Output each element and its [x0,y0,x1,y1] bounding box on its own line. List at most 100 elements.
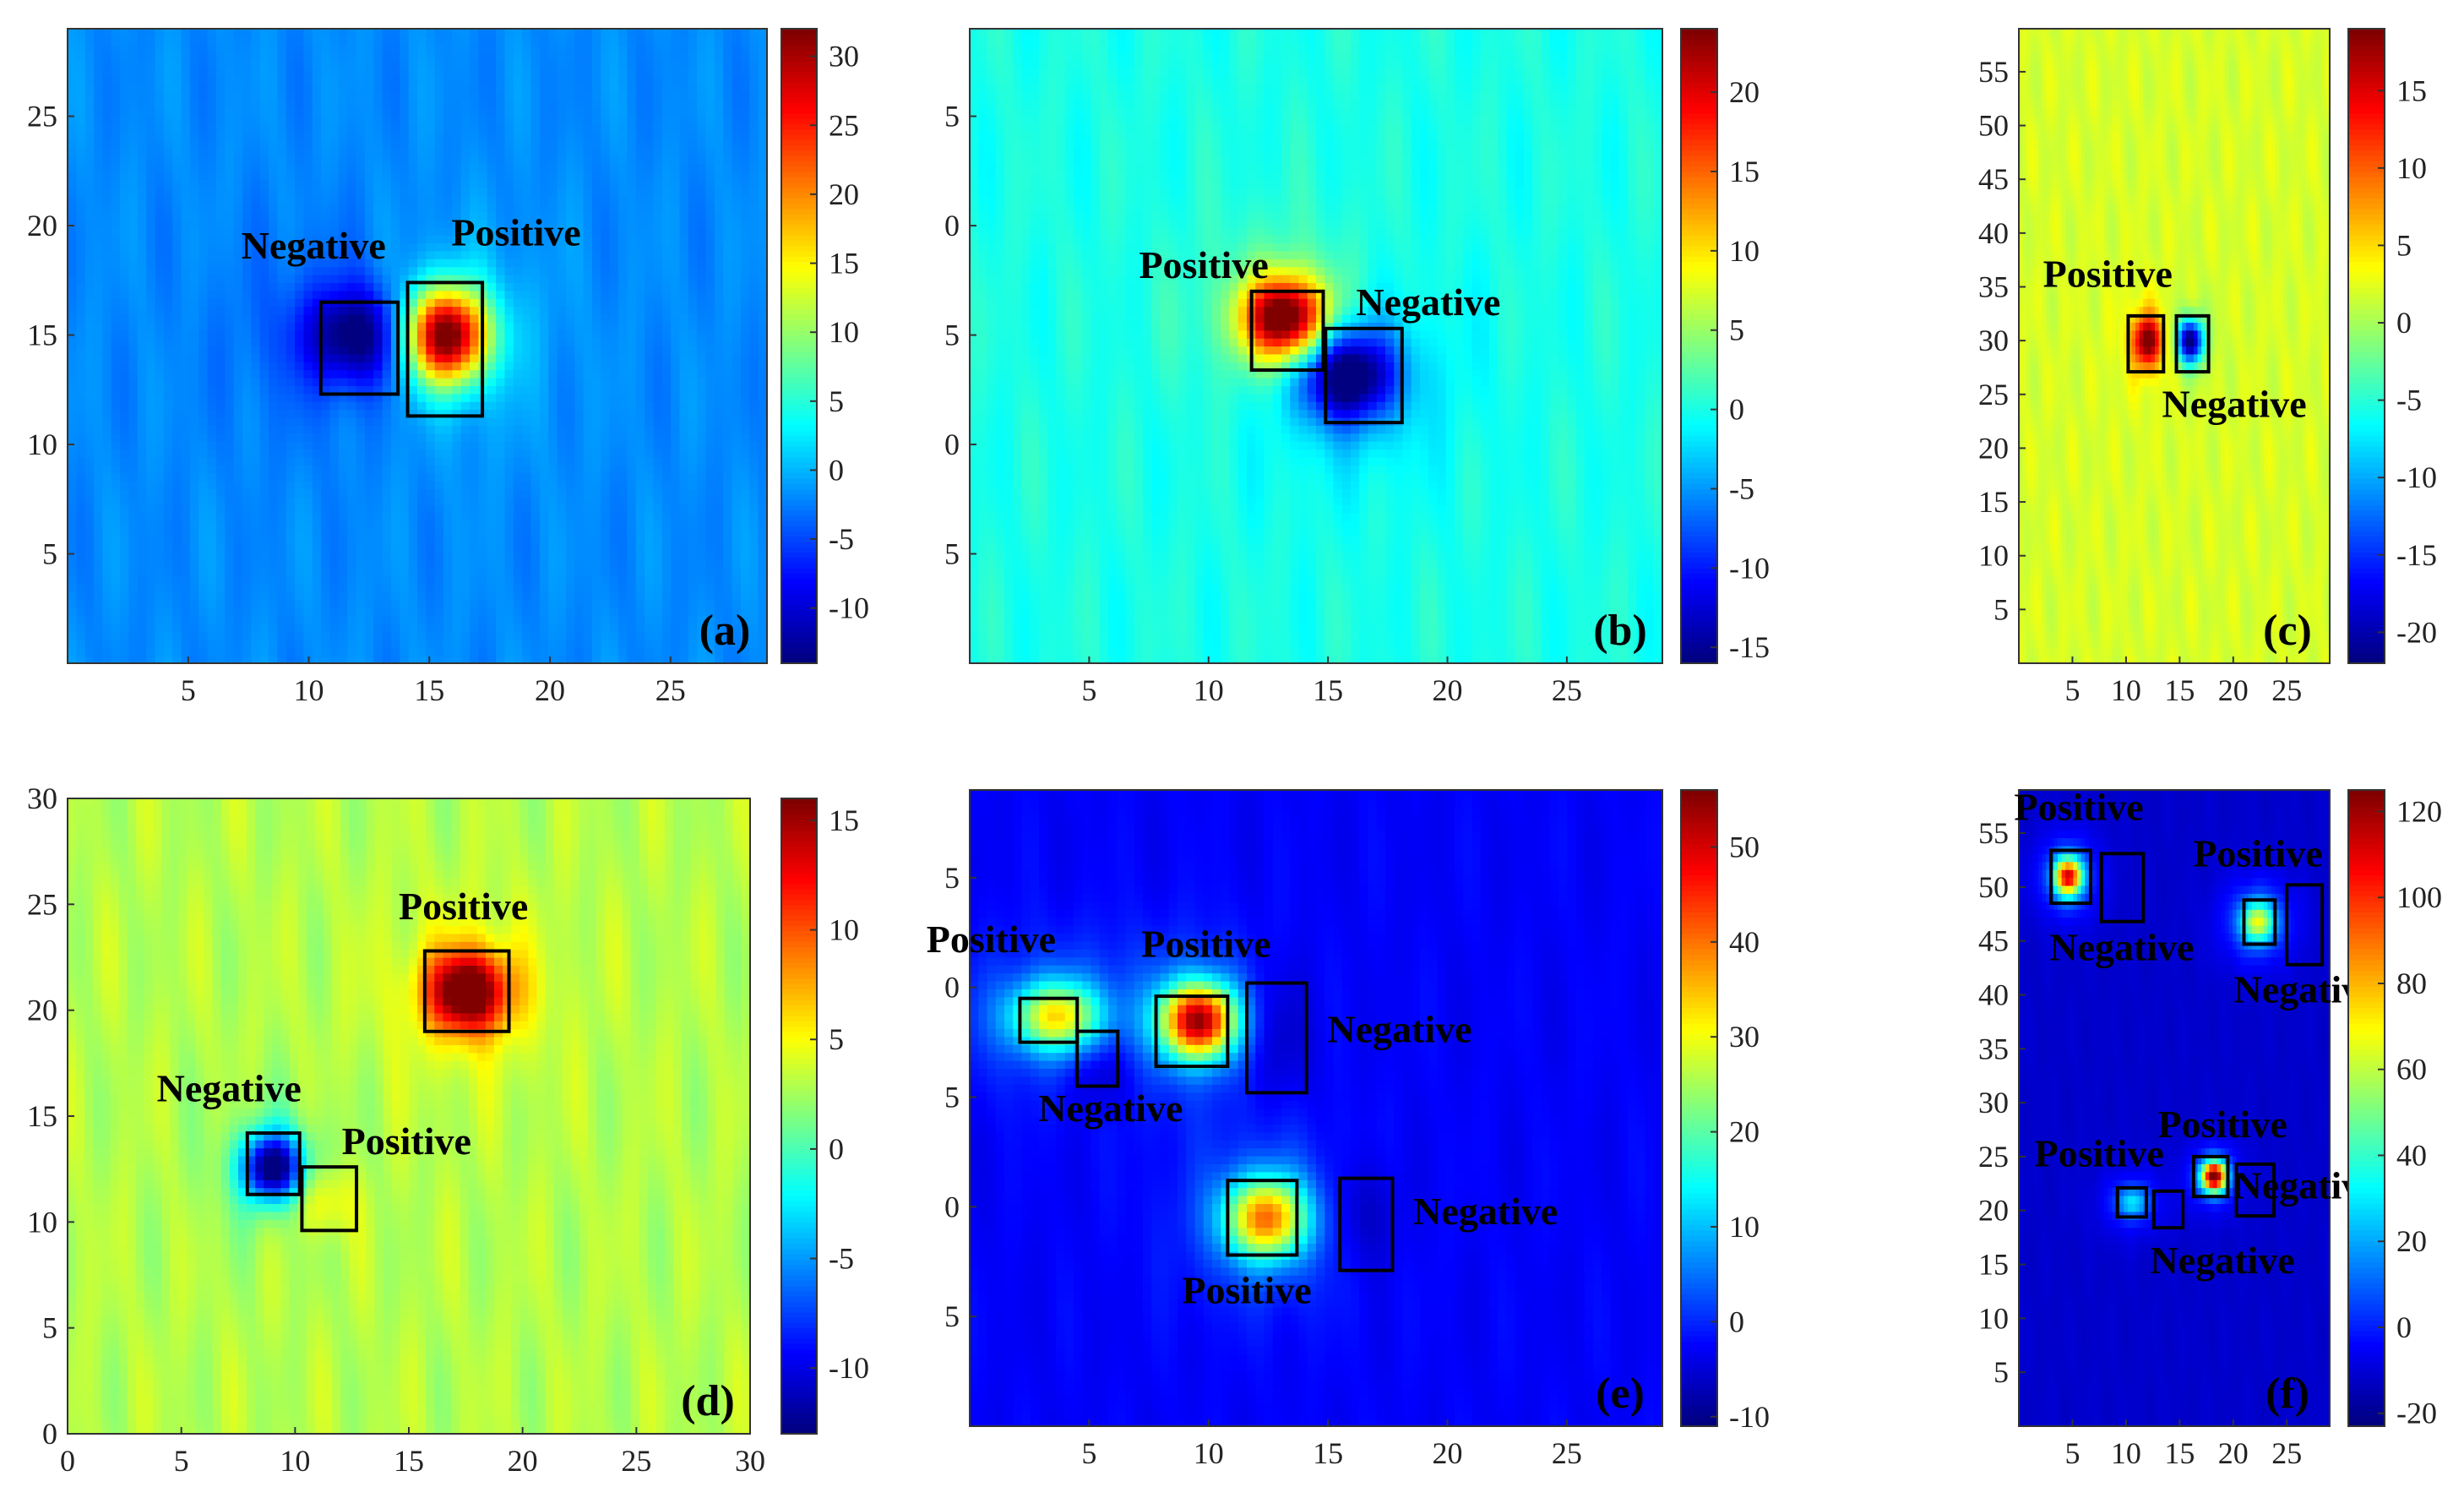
x-tick-label: 20 [2218,1436,2249,1470]
colorbar-tick-label: 5 [1729,313,1744,347]
colorbar: -20 0 20 40 60 80 100 120 [2347,789,2442,1430]
colorbar-tick-label: 5 [2396,228,2412,262]
y-tick-label: 25 [27,887,57,921]
colorbar-tick-label: -20 [2396,1397,2437,1430]
anomaly-label: Positive [2157,1103,2287,1146]
x-tick-label: 15 [1313,673,1343,707]
plot-frame [2018,28,2331,664]
anomaly-box [2115,1185,2149,1219]
y-tick-label: 20 [27,209,57,242]
colorbar: -15 -10 -5 0 5 10 15 20 [1680,28,1770,664]
y-tick-label: 20 [27,994,57,1027]
anomaly-label: Positive [1182,1269,1311,1312]
colorbar-tick-label: 100 [2396,880,2442,914]
y-tick-label: 0 [944,209,960,242]
colorbar-tick-label: 20 [2396,1224,2427,1258]
x-tick-label: 5 [174,1444,189,1478]
x-tick-label: 5 [2064,673,2080,707]
y-tick-label: 45 [1978,924,2009,958]
anomaly-label: Negative [1356,281,1500,324]
x-tick-label: 15 [2164,1436,2195,1470]
colorbar-tick-label: 15 [829,803,859,837]
colorbar-tick-label: 80 [2396,967,2427,1000]
colorbar-tick-label: 60 [2396,1053,2427,1087]
plot-frame [969,28,1663,664]
anomaly-label: Negative [2162,383,2306,426]
y-tick-label: 0 [944,1190,960,1223]
y-tick-label: 20 [1978,1194,2009,1228]
panel-label: (e) [1596,1370,1645,1418]
colorbar-tick-label: 0 [2396,1310,2412,1344]
anomaly-label: Negative [1038,1087,1183,1130]
y-tick-label: 5 [944,537,960,571]
anomaly-box [2049,848,2093,906]
colorbar-tick-label: 5 [829,1022,844,1056]
colorbar-tick-label: 20 [1729,75,1760,109]
anomaly-box [422,949,511,1033]
colorbar-tick-label: 0 [829,1132,844,1166]
panel-3: Positive Negative (c) 5 10 15 20 25 5 10 15 20 25 30 3… [1978,28,2437,707]
anomaly-box [1075,1029,1120,1088]
anomaly-box [2285,883,2325,967]
anomaly-box [245,1131,302,1196]
anomaly-box [1154,994,1230,1069]
colorbar-tick-label: -10 [829,591,869,625]
x-tick-label: 10 [1194,1436,1224,1470]
x-tick-label: 5 [2064,1436,2080,1470]
panel-label: (c) [2263,607,2312,655]
x-tick-label: 15 [414,673,444,707]
anomaly-box [1324,326,1404,425]
y-tick-label: 30 [27,782,57,815]
colorbar-tick-label: 15 [829,247,859,281]
y-tick-label: 5 [944,319,960,352]
colorbar-tick-label: -10 [1729,1400,1770,1434]
colorbar-tick-label: 120 [2396,794,2442,828]
anomaly-box [2191,1154,2230,1199]
x-tick-label: 20 [535,673,565,707]
anomaly-box [300,1165,359,1233]
colorbar-tick-label: 15 [1729,155,1760,188]
anomaly-label: Negative [1413,1190,1558,1233]
colorbar-tick-label: 40 [1729,925,1760,959]
anomaly-box [1338,1176,1395,1272]
y-tick-label: 5 [1994,1355,2009,1389]
anomaly-label: Negative [157,1066,302,1109]
x-tick-label: 25 [1552,673,1582,707]
colorbar-tick-label: 0 [1729,393,1744,427]
colorbar-tick-label: 25 [829,108,859,142]
anomaly-label: Positive [399,885,528,928]
colorbar-tick-label: 30 [829,40,859,74]
colorbar-tick-label: 50 [1729,830,1760,863]
anomaly-label: Positive [1141,922,1270,965]
anomaly-label: Negative [2049,926,2194,969]
x-tick-label: 5 [1081,1436,1096,1470]
y-tick-label: 25 [1978,378,2009,411]
colorbar-tick-label: -15 [2396,538,2437,572]
x-tick-label: 10 [2111,1436,2141,1470]
x-tick-label: 20 [1433,673,1463,707]
colorbar-tick-label: -5 [829,522,854,556]
plot-frame [2018,789,2331,1427]
panel-label: (b) [1593,607,1647,655]
heatmap-cells [970,790,1662,1426]
heatmap-cells [2019,790,2330,1426]
y-tick-label: 0 [944,971,960,1005]
anomaly-label: Positive [1139,243,1268,286]
y-tick-label: 45 [1978,162,2009,196]
y-tick-label: 10 [27,1205,57,1239]
anomaly-box [2126,313,2166,374]
x-tick-label: 20 [2218,673,2249,707]
x-tick-label: 5 [181,673,196,707]
anomaly-label: Negative [242,224,386,267]
colorbar-tick-label: 10 [829,315,859,349]
anomaly-box [1018,996,1080,1044]
y-tick-label: 10 [1978,539,2009,573]
colorbar-tick-label: -10 [1729,551,1770,585]
colorbar-tick-label: 30 [1729,1020,1760,1054]
anomaly-label: Positive [2043,252,2173,295]
x-tick-label: 25 [1552,1436,1582,1470]
panel-label: (f) [2265,1370,2309,1418]
anomaly-box [2151,1189,2185,1230]
panel-label: (a) [699,607,751,655]
